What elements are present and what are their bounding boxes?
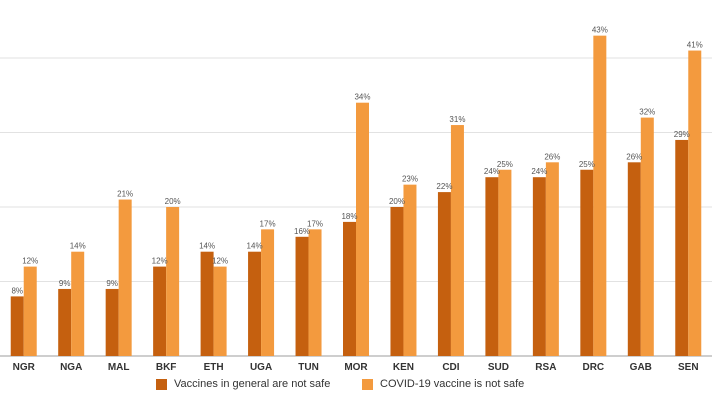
bar-ken-series-2	[403, 184, 417, 356]
bar-cdi-series-2	[450, 125, 464, 356]
bar-ngr-series-1	[10, 296, 24, 356]
x-tick-label-rsa: RSA	[535, 362, 556, 373]
data-label-ken-series-2: 23%	[402, 175, 418, 184]
x-tick-label-nga: NGA	[60, 362, 82, 373]
data-label-mor-series-1: 18%	[341, 212, 357, 221]
data-label-cdi-series-1: 22%	[436, 182, 452, 191]
bar-mal-series-1	[105, 288, 119, 356]
data-labels: 8%12%9%14%9%21%12%20%14%12%14%17%16%17%1…	[11, 26, 702, 296]
bar-bkf-series-1	[153, 266, 167, 356]
bars	[10, 35, 702, 357]
legend-item-vaccines-general: Vaccines in general are not safe	[156, 378, 330, 390]
x-tick-labels: NGR NGA MAL BKF ETH UGA TUN MOR KEN CDI SUD RSA DRC G…	[13, 362, 699, 373]
x-tick-label-sud: SUD	[488, 362, 509, 373]
data-label-ngr-series-1: 8%	[11, 286, 23, 295]
bar-ken-series-1	[390, 207, 404, 356]
legend-label: Vaccines in general are not safe	[174, 378, 331, 390]
x-tick-label-ken: KEN	[393, 362, 414, 373]
data-label-ngr-series-2: 12%	[22, 257, 38, 266]
legend-item-covid-vaccine: COVID-19 vaccine is not safe	[362, 378, 524, 390]
bar-eth-series-1	[200, 251, 214, 356]
data-label-drc-series-2: 43%	[592, 26, 608, 35]
bar-rsa-series-2	[545, 162, 559, 356]
x-tick-label-sen: SEN	[678, 362, 699, 373]
legend: Vaccines in general are not safe COVID-1…	[0, 378, 720, 396]
data-label-bkf-series-2: 20%	[165, 197, 181, 206]
bar-uga-series-1	[248, 251, 262, 356]
x-tick-label-gab: GAB	[630, 362, 652, 373]
data-label-drc-series-1: 25%	[579, 160, 595, 169]
x-tick-label-uga: UGA	[250, 362, 272, 373]
x-tick-label-ngr: NGR	[13, 362, 36, 373]
data-label-nga-series-1: 9%	[59, 279, 71, 288]
x-tick-label-mal: MAL	[108, 362, 130, 373]
data-label-sen-series-2: 41%	[687, 41, 703, 50]
data-label-rsa-series-1: 24%	[531, 167, 547, 176]
bar-sud-series-2	[498, 169, 512, 356]
data-label-gab-series-2: 32%	[639, 108, 655, 117]
bar-mor-series-2	[356, 102, 369, 356]
x-tick-label-tun: TUN	[298, 362, 319, 373]
data-label-eth-series-1: 14%	[199, 242, 215, 251]
x-tick-label-bkf: BKF	[156, 362, 177, 373]
data-label-sud-series-2: 25%	[497, 160, 513, 169]
data-label-cdi-series-2: 31%	[449, 115, 465, 124]
data-label-nga-series-2: 14%	[70, 242, 86, 251]
bar-sen-series-1	[675, 139, 689, 356]
data-label-tun-series-1: 16%	[294, 227, 310, 236]
data-label-mor-series-2: 34%	[354, 93, 370, 102]
bar-mal-series-2	[118, 199, 132, 356]
data-label-mal-series-1: 9%	[106, 279, 118, 288]
x-tick-label-eth: ETH	[204, 362, 224, 373]
bar-nga-series-1	[58, 288, 72, 356]
bar-nga-series-2	[71, 251, 85, 356]
data-label-sud-series-1: 24%	[484, 167, 500, 176]
data-label-mal-series-2: 21%	[117, 190, 133, 199]
data-label-uga-series-1: 14%	[247, 242, 263, 251]
data-label-tun-series-2: 17%	[307, 219, 323, 228]
bar-mor-series-1	[343, 221, 356, 356]
data-label-eth-series-2: 12%	[212, 257, 228, 266]
legend-swatch	[362, 378, 373, 390]
bar-drc-series-2	[593, 35, 607, 357]
data-label-sen-series-1: 29%	[674, 130, 690, 139]
bar-gab-series-1	[627, 162, 641, 356]
data-label-ken-series-1: 20%	[389, 197, 405, 206]
legend-label: COVID-19 vaccine is not safe	[380, 378, 525, 390]
bar-ngr-series-2	[23, 266, 37, 356]
bar-tun-series-2	[308, 229, 322, 356]
data-label-rsa-series-2: 26%	[544, 152, 560, 161]
x-tick-label-cdi: CDI	[442, 362, 459, 373]
bar-rsa-series-1	[532, 177, 546, 356]
bar-uga-series-2	[261, 229, 275, 356]
bar-sen-series-2	[688, 50, 702, 357]
data-label-gab-series-1: 26%	[626, 152, 642, 161]
bar-gab-series-2	[640, 117, 654, 356]
bar-eth-series-2	[213, 266, 227, 356]
bar-tun-series-1	[295, 236, 309, 356]
x-tick-label-mor: MOR	[344, 362, 368, 373]
legend-swatch	[156, 378, 167, 390]
bar-drc-series-1	[580, 169, 594, 356]
bar-cdi-series-1	[437, 192, 451, 356]
x-tick-label-drc: DRC	[582, 362, 604, 373]
data-label-bkf-series-1: 12%	[152, 257, 168, 266]
bar-sud-series-1	[485, 177, 499, 356]
bar-bkf-series-2	[166, 207, 180, 356]
data-label-uga-series-2: 17%	[260, 219, 276, 228]
